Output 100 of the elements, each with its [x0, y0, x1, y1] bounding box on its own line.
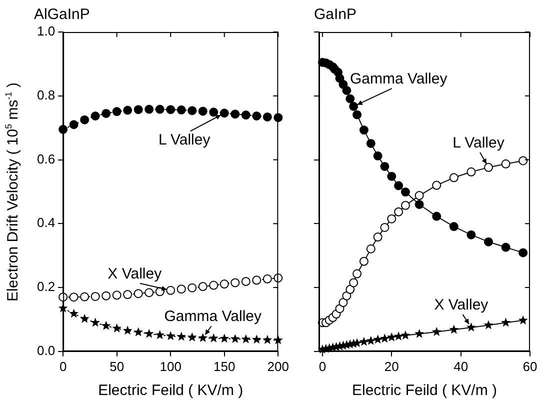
point — [102, 108, 111, 118]
point — [380, 222, 390, 232]
point — [80, 314, 90, 323]
point — [241, 334, 251, 344]
point — [449, 222, 458, 232]
point — [484, 162, 493, 172]
point — [373, 151, 382, 160]
y-tick-label: 0.6 — [36, 151, 56, 166]
point — [338, 298, 348, 308]
point — [69, 120, 78, 130]
point — [387, 214, 396, 224]
point — [123, 290, 132, 300]
point — [69, 308, 79, 318]
point — [112, 290, 122, 300]
point — [230, 278, 240, 288]
point — [112, 107, 122, 116]
point — [262, 274, 272, 284]
point — [262, 112, 272, 122]
point — [414, 200, 424, 209]
point — [209, 280, 218, 290]
point — [373, 334, 383, 344]
point — [484, 237, 493, 246]
x-tick-label: 100 — [160, 358, 182, 374]
point — [220, 280, 229, 289]
point — [449, 173, 458, 182]
point — [518, 248, 528, 258]
point — [176, 284, 186, 294]
point — [400, 330, 410, 340]
point — [252, 112, 262, 120]
annotation: L Valley — [452, 134, 505, 152]
point — [176, 105, 186, 114]
point — [102, 291, 111, 300]
point — [187, 332, 197, 342]
point — [394, 331, 404, 340]
annotation: Gamma Valley — [350, 70, 448, 88]
point — [342, 86, 352, 95]
point — [380, 162, 390, 171]
point — [346, 284, 355, 294]
point — [352, 269, 362, 278]
point — [501, 159, 510, 168]
point — [80, 115, 90, 124]
x-tick-label: 0 — [59, 358, 67, 374]
point — [349, 278, 358, 288]
point — [155, 330, 165, 340]
point — [449, 324, 459, 334]
point — [352, 338, 362, 348]
annotation: Gamma Valley — [164, 308, 262, 326]
point — [166, 105, 176, 114]
point — [208, 333, 218, 342]
point — [144, 328, 154, 338]
point — [123, 106, 132, 115]
point — [90, 318, 100, 327]
x-tick-label: 0 — [318, 358, 326, 374]
point — [352, 110, 362, 120]
point — [380, 334, 390, 343]
point — [394, 207, 404, 216]
y-tick-label: 0.8 — [36, 87, 56, 102]
annotation: X Valley — [108, 266, 162, 283]
point — [484, 320, 494, 330]
point — [252, 334, 262, 344]
point — [166, 286, 176, 295]
point — [252, 276, 262, 285]
point — [501, 318, 511, 327]
point — [134, 105, 143, 114]
point — [394, 181, 404, 190]
point — [387, 172, 396, 181]
y-tick-label: 0.0 — [36, 342, 56, 358]
point — [134, 289, 143, 298]
point — [144, 104, 154, 114]
point — [432, 326, 442, 336]
x-tick-label: 20 — [384, 358, 399, 374]
point — [69, 292, 78, 302]
point — [101, 320, 111, 330]
annotation: X Valley — [434, 296, 489, 314]
y-tick-label: 0.2 — [36, 279, 56, 294]
point — [432, 212, 442, 221]
point — [220, 108, 229, 118]
point — [122, 326, 132, 335]
point — [166, 331, 176, 340]
point — [400, 188, 410, 197]
point — [466, 322, 476, 332]
x-axis-title: Electric Feild ( KV/m ) — [98, 382, 244, 400]
annotation: L Valley — [158, 131, 211, 148]
chart-title: AlGaInP — [34, 6, 90, 24]
point — [230, 334, 240, 343]
y-tick-label: 0.4 — [36, 215, 56, 230]
point — [230, 110, 240, 119]
point — [198, 332, 208, 342]
x-tick-label: 60 — [522, 358, 538, 374]
x-axis-title: Electric Feild ( KV/m ) — [352, 382, 498, 400]
point — [90, 292, 100, 301]
x-tick-label: 150 — [214, 358, 236, 374]
point — [209, 108, 218, 117]
x-tick-label: 50 — [110, 358, 124, 374]
point — [262, 334, 272, 344]
point — [220, 334, 230, 343]
x-tick-label: 200 — [267, 358, 290, 374]
point — [518, 315, 528, 324]
point — [112, 323, 122, 332]
point — [501, 242, 510, 252]
